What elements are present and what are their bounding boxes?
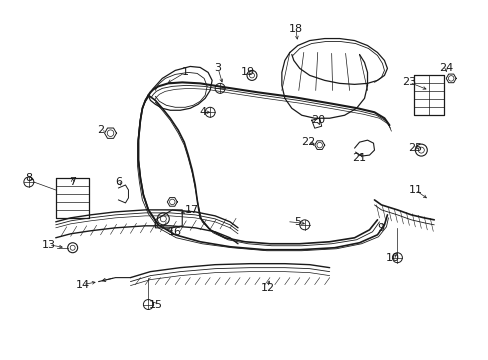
Text: 14: 14 xyxy=(76,280,89,289)
Text: 24: 24 xyxy=(438,63,452,73)
Text: 5: 5 xyxy=(294,217,301,227)
Polygon shape xyxy=(314,141,324,149)
Text: 16: 16 xyxy=(168,227,182,237)
Polygon shape xyxy=(167,198,177,206)
Text: 10: 10 xyxy=(385,253,399,263)
Text: 2: 2 xyxy=(97,125,104,135)
Text: 20: 20 xyxy=(310,115,324,125)
Text: 12: 12 xyxy=(260,283,274,293)
Text: 11: 11 xyxy=(407,185,422,195)
Text: 4: 4 xyxy=(199,107,206,117)
Text: 7: 7 xyxy=(69,177,76,187)
Text: 23: 23 xyxy=(402,77,416,87)
Text: 18: 18 xyxy=(288,24,302,33)
Polygon shape xyxy=(104,128,116,138)
Text: 1: 1 xyxy=(182,67,188,77)
Text: 15: 15 xyxy=(148,300,162,310)
Text: 22: 22 xyxy=(300,137,314,147)
Text: 19: 19 xyxy=(241,67,255,77)
Text: 6: 6 xyxy=(115,177,122,187)
Text: 8: 8 xyxy=(25,173,32,183)
Text: 25: 25 xyxy=(407,143,422,153)
Text: 17: 17 xyxy=(185,205,199,215)
Text: 9: 9 xyxy=(376,223,383,233)
Text: 13: 13 xyxy=(41,240,56,250)
Text: 3: 3 xyxy=(214,63,221,73)
Polygon shape xyxy=(446,74,455,83)
Text: 21: 21 xyxy=(352,153,366,163)
